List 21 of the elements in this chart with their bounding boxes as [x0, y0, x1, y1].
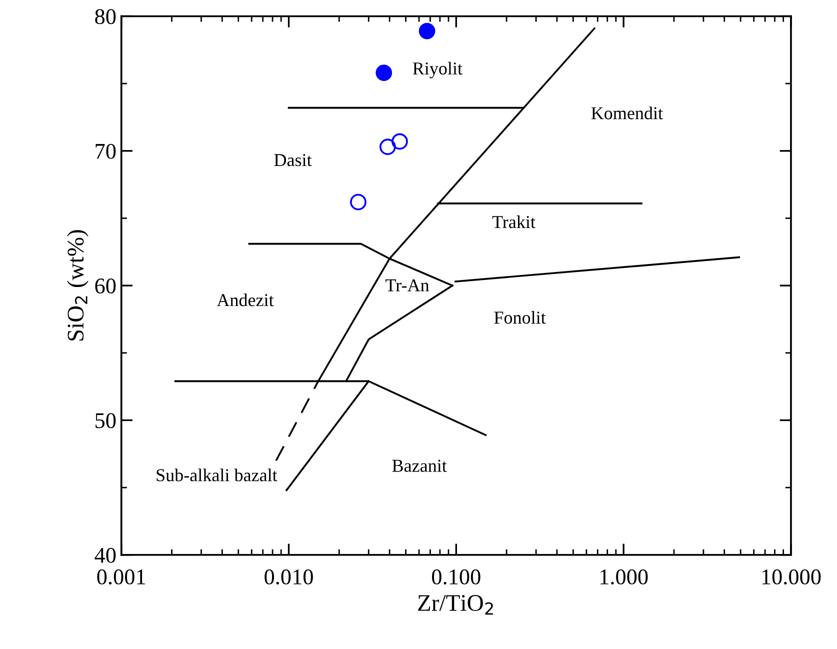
annotation: Fonolit — [494, 311, 546, 324]
x-tick-label: 10.000 — [762, 569, 821, 585]
annotation: Tr-An — [386, 279, 430, 292]
annotation: Dasit — [274, 154, 312, 166]
annotation: Andezit — [216, 294, 274, 306]
y-tick-label: 70 — [96, 144, 116, 159]
annotation: Bazanit — [392, 460, 447, 472]
x-tick-label: 0.001 — [97, 569, 146, 585]
y-tick-label: 40 — [94, 548, 116, 563]
annotation: Riyolit — [412, 62, 462, 78]
x-tick-label: 0.100 — [432, 569, 480, 585]
annotation: Sub-alkali bazalt — [156, 468, 278, 482]
y-axis-title: SiO$_{2}$ (wt%) — [67, 230, 88, 341]
x-tick-label: 0.010 — [264, 569, 313, 585]
x-tick-label: 1.000 — [600, 569, 648, 585]
annotation: Trakit — [492, 215, 536, 228]
y-tick-label: 80 — [95, 9, 116, 24]
x-axis-title: Zr/TiO$_{2}$ — [418, 595, 493, 615]
y-tick-label: 50 — [96, 413, 116, 428]
annotation: Komendit — [591, 106, 663, 120]
y-tick-label: 60 — [95, 278, 116, 294]
